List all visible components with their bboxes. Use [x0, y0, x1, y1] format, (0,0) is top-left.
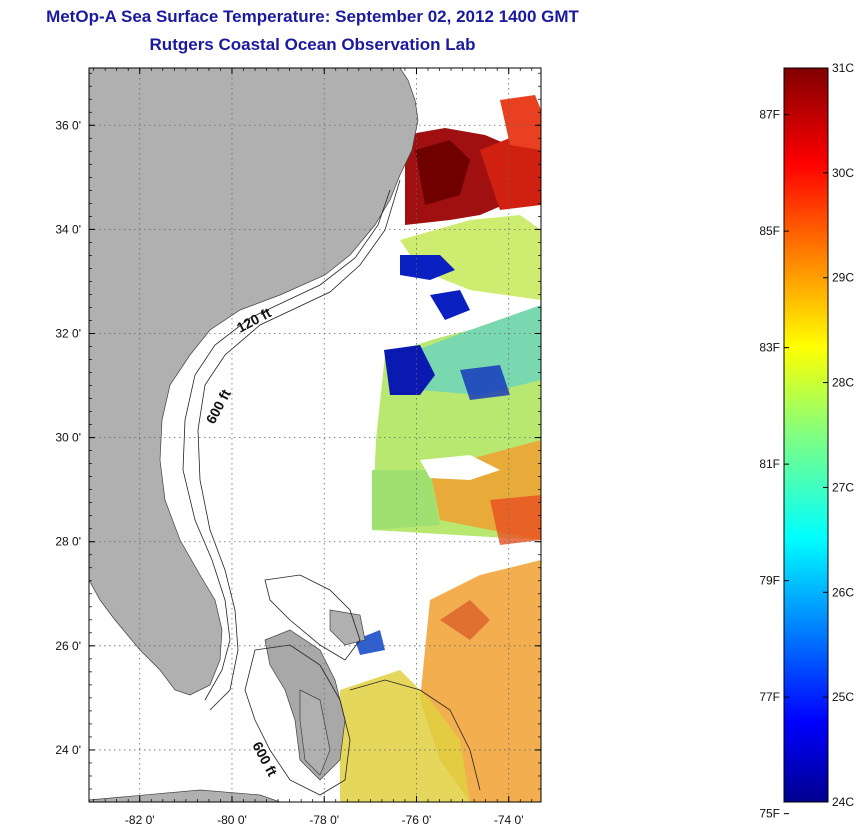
celsius-label: 28C [832, 376, 854, 390]
longitude-axis: -82 0' -80 0' -78 0' -76 0' -74 0' [93, 68, 533, 827]
fahrenheit-label: 81F [759, 457, 780, 471]
celsius-label: 26C [832, 585, 854, 599]
lon-tick-label: -78 0' [309, 813, 339, 827]
colorbar-gradient [783, 67, 829, 803]
lon-tick-label: -80 0' [217, 813, 247, 827]
celsius-label: 30C [832, 166, 854, 180]
fahrenheit-label: 85F [759, 224, 780, 238]
fahrenheit-label: 83F [759, 341, 780, 355]
lon-tick-label: -74 0' [494, 813, 524, 827]
bathymetry-contours [182, 179, 481, 796]
fahrenheit-label: 75F [759, 807, 780, 821]
lat-tick-label: 24 0' [55, 743, 81, 757]
lat-tick-label: 26 0' [55, 639, 81, 653]
celsius-scale: 31C 30C 29C 28C 27C 26C 25C 24C [823, 61, 854, 809]
fahrenheit-scale: 87F 85F 83F 81F 79F 77F 75F [759, 108, 789, 821]
land-masses [89, 68, 419, 802]
celsius-label: 31C [832, 61, 854, 75]
lat-tick-label: 34 0' [55, 222, 81, 236]
colorbar: 31C 30C 29C 28C 27C 26C 25C 24C 87F 85F 83F 81F 79F… [759, 61, 854, 821]
lon-tick-label: -76 0' [402, 813, 432, 827]
map-title: MetOp-A Sea Surface Temperature: Septemb… [46, 7, 579, 26]
coordinate-grid [89, 68, 541, 802]
latitude-axis: 36 0' 34 0' 32 0' 30 0' 28 0' 26 0' 24 0' [55, 72, 541, 803]
lat-tick-label: 28 0' [55, 535, 81, 549]
lat-tick-label: 36 0' [55, 118, 81, 132]
celsius-label: 25C [832, 690, 854, 704]
fahrenheit-label: 77F [759, 690, 780, 704]
celsius-label: 24C [832, 795, 854, 809]
fahrenheit-label: 79F [759, 574, 780, 588]
sst-swath [340, 95, 541, 802]
map-frame [88, 67, 542, 803]
map-subtitle: Rutgers Coastal Ocean Observation Lab [149, 35, 476, 54]
lat-tick-label: 30 0' [55, 431, 81, 445]
celsius-label: 29C [832, 271, 854, 285]
celsius-label: 27C [832, 480, 854, 494]
lon-tick-label: -82 0' [125, 813, 155, 827]
lat-tick-label: 32 0' [55, 326, 81, 340]
fahrenheit-label: 87F [759, 108, 780, 122]
